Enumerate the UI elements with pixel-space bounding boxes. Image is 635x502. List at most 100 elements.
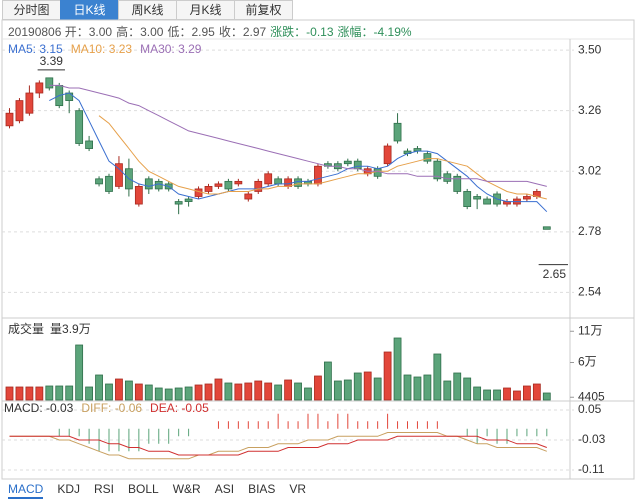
volume-bar — [154, 387, 163, 401]
indicator-tab[interactable]: W&R — [172, 482, 201, 496]
indicator-line — [98, 115, 547, 200]
candle-body — [274, 178, 283, 185]
candle-body — [433, 160, 442, 180]
volume-bar — [105, 383, 113, 401]
volume-bar — [393, 337, 402, 401]
candle-body — [373, 168, 382, 177]
volume-bar — [373, 377, 382, 401]
quote-field: 高：3.00 — [116, 25, 164, 39]
volume-bar — [304, 387, 312, 401]
candle-body — [244, 193, 253, 200]
y-tick-label: 6万 — [578, 355, 597, 369]
candle-body — [542, 226, 551, 230]
volume-bar — [244, 382, 253, 401]
indicator-line — [9, 435, 547, 456]
volume-bar — [423, 374, 432, 401]
volume-bar — [264, 382, 273, 401]
volume-bar — [174, 387, 183, 401]
volume-bar — [115, 378, 123, 401]
candle-body — [204, 186, 213, 192]
quote-field: 涨跌：-0.13 — [270, 25, 334, 39]
indicator-tab[interactable]: ASI — [214, 482, 235, 496]
candle-body — [294, 178, 302, 187]
candle-body — [353, 160, 362, 170]
quote-info: 20190806 开：3.00 高：3.00 低：2.95 收：2.97 涨跌：-0.1… — [8, 23, 416, 40]
candle-body — [254, 180, 263, 192]
candle-body — [25, 92, 34, 114]
panel-title: 成交量 — [8, 321, 44, 336]
volume-bar — [413, 376, 422, 401]
volume-bar — [234, 383, 243, 401]
volume-bar — [184, 386, 193, 401]
candle-body — [144, 178, 153, 190]
volume-bar — [463, 377, 472, 401]
quote-field: 涨幅：-4.19% — [337, 25, 412, 39]
candle-body — [174, 201, 183, 205]
candle-body — [523, 196, 531, 200]
legend-entry: DIFF: -0.06 — [81, 401, 142, 415]
period-tab[interactable]: 周K线 — [118, 0, 177, 20]
legend-entry: MACD: -0.03 — [4, 401, 74, 415]
y-tick-label: -0.03 — [578, 432, 606, 446]
indicator-tab[interactable]: MACD — [8, 482, 44, 499]
volume-bar — [144, 384, 153, 401]
volume-bar — [55, 385, 64, 401]
indicator-tab[interactable]: VR — [289, 482, 307, 496]
panel-subtitle: 量3.9万 — [50, 322, 91, 336]
candle-body — [443, 173, 452, 182]
candle-body — [45, 77, 54, 89]
indicator-line — [49, 84, 547, 187]
quote-field: 低：2.95 — [167, 25, 215, 39]
volume-bar — [443, 380, 452, 401]
candle-body — [65, 92, 74, 101]
y-tick-label: 11万 — [578, 323, 602, 337]
quote-field: 收：2.97 — [218, 25, 267, 39]
volume-bar — [433, 353, 442, 401]
candle-body — [15, 100, 24, 122]
volume-bar — [224, 382, 233, 401]
volume-bar — [363, 371, 372, 401]
volume-bar — [323, 361, 332, 401]
volume-bar — [194, 384, 203, 401]
candle-body — [343, 160, 352, 165]
volume-bar — [134, 383, 143, 401]
y-tick-label: 2.78 — [578, 224, 602, 238]
y-tick-label: 4405 — [578, 389, 605, 403]
candle-body — [184, 198, 193, 202]
candle-body — [75, 110, 84, 144]
candle-body — [423, 153, 432, 162]
volume-bar — [513, 390, 521, 401]
volume-bar — [214, 378, 223, 401]
chart: 3.50 3.26 3.02 2.78 2.54 MA5: 3.15 MA10: 3.23 M… — [1, 19, 635, 480]
candle-body — [224, 180, 233, 190]
volume-bar — [403, 374, 412, 401]
volume-bar — [15, 386, 24, 401]
indicator-tab[interactable]: BOLL — [128, 482, 159, 496]
volume-bar — [95, 374, 103, 401]
candle-body — [234, 180, 243, 185]
period-tabs: 分时图 日K线 周K线 月K线 前复权 — [2, 0, 293, 20]
volume-bar — [204, 383, 213, 401]
candle-body — [314, 165, 322, 185]
candle-body — [383, 145, 392, 165]
candle-body — [463, 191, 472, 208]
legend-entry: DEA: -0.05 — [150, 401, 209, 415]
indicator-line — [49, 92, 548, 213]
indicator-tab[interactable]: BIAS — [248, 482, 276, 496]
candle-body — [473, 196, 482, 200]
indicator-tab[interactable]: KDJ — [57, 482, 81, 496]
candle-body — [154, 180, 163, 190]
indicator-tabs: MACD KDJ RSI BOLL W&R ASI BIAS VR — [8, 482, 320, 499]
volume-bar — [343, 379, 352, 401]
volume-bar — [284, 379, 293, 401]
volume-bar — [85, 386, 93, 401]
candle-body — [85, 140, 93, 149]
period-tab[interactable]: 日K线 — [60, 0, 119, 20]
y-tick-label: 2.54 — [578, 285, 602, 299]
candle-body — [134, 186, 143, 205]
volume-bar — [294, 382, 302, 401]
volume-bar — [383, 351, 392, 401]
indicator-tab[interactable]: RSI — [94, 482, 115, 496]
volume-bar — [523, 385, 531, 401]
y-tick-label: 0.05 — [578, 402, 602, 416]
